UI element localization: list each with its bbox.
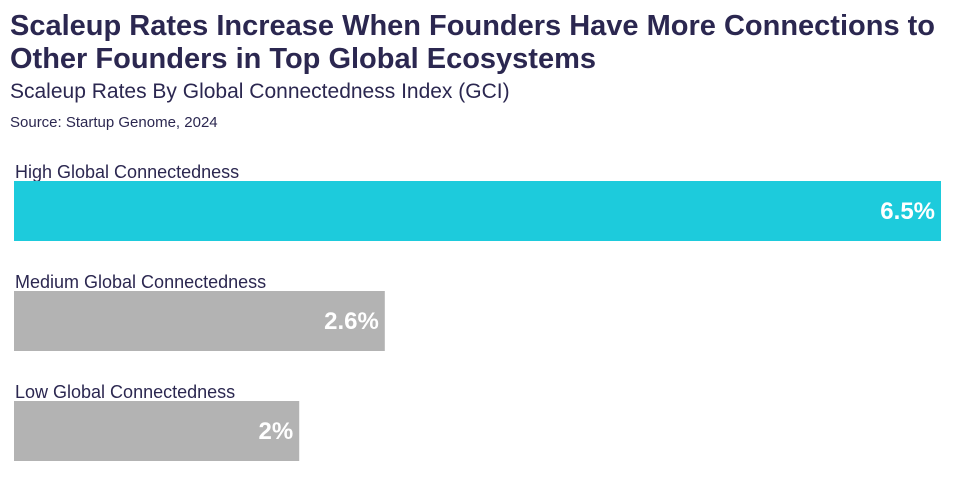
bar — [14, 291, 385, 351]
bar-value-label: 2% — [259, 418, 294, 445]
bar-value-label: 2.6% — [324, 308, 379, 335]
chart-subtitle: Scaleup Rates By Global Connectedness In… — [10, 80, 510, 103]
category-label: High Global Connectedness — [15, 162, 239, 182]
bar — [14, 401, 300, 461]
category-label: Low Global Connectedness — [15, 382, 235, 402]
bar — [14, 181, 941, 241]
chart-title: Scaleup Rates Increase When Founders Hav… — [10, 10, 935, 75]
chart-source: Source: Startup Genome, 2024 — [10, 114, 218, 131]
bar-value-label: 6.5% — [880, 198, 935, 225]
category-label: Medium Global Connectedness — [15, 272, 266, 292]
